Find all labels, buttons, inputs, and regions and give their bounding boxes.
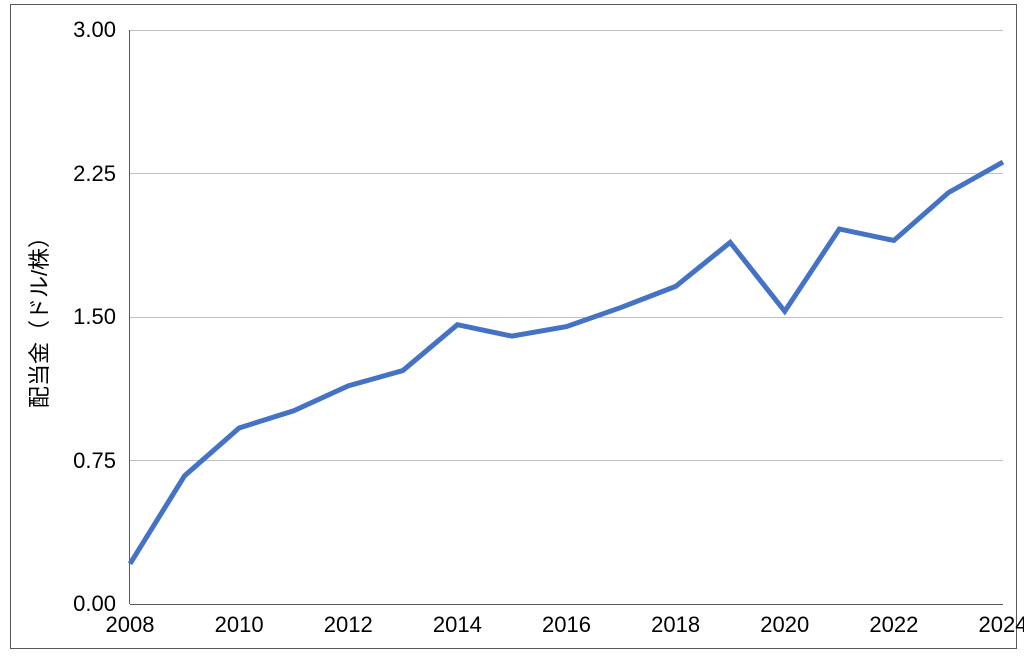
series-line — [0, 0, 1021, 653]
